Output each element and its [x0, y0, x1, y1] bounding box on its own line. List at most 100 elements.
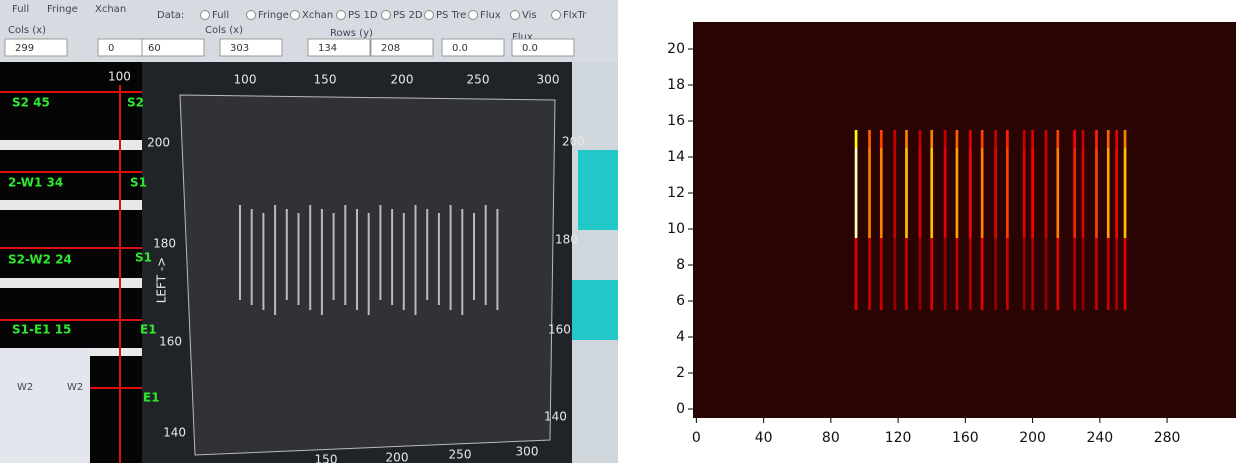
field-label: Flux — [512, 32, 533, 43]
heatmap-cell — [1044, 148, 1048, 238]
heatmap-cell — [1056, 148, 1060, 238]
heatmap-cell — [1081, 130, 1085, 148]
heatmap-cell — [893, 130, 897, 148]
radio — [381, 10, 391, 20]
heatmap-cell — [1106, 148, 1110, 238]
baseline-label: 2-W1 34 — [8, 176, 63, 190]
toolbar-option: FlxTr — [563, 10, 587, 21]
heatmap-cell — [893, 238, 897, 310]
screen-photo: Full Fringe Xchan Data: Full Fringe Xchan PS 1D… — [0, 0, 618, 463]
heatmap-cell — [1123, 238, 1127, 310]
heatmap-cell — [1123, 148, 1127, 238]
top-tick: 300 — [537, 73, 560, 87]
radio — [290, 10, 300, 20]
side-button — [572, 280, 618, 340]
top-tick: 100 — [234, 73, 257, 87]
toolbar-option: Fringe — [47, 4, 78, 15]
input-field — [370, 38, 434, 57]
heatmap-cell — [868, 148, 871, 238]
heatmap-cell — [1115, 148, 1118, 238]
input-field — [441, 38, 505, 57]
toolbar-option: PS 1D — [348, 10, 378, 21]
heatmap-cell — [1006, 148, 1009, 238]
x-tick-label: 160 — [952, 430, 979, 446]
right-tick: 140 — [544, 410, 567, 424]
y-tick-label: 16 — [667, 113, 685, 129]
heatmap-cell — [854, 148, 858, 238]
panel-lines — [0, 85, 142, 463]
panel-tick: 100 — [108, 70, 131, 84]
left-tick: 200 — [147, 136, 170, 150]
side-button — [578, 150, 618, 230]
heatmap-cell — [1123, 130, 1127, 148]
station-label: W2 — [17, 382, 33, 393]
heatmap-cell — [918, 148, 922, 238]
x-tick-label: 280 — [1154, 430, 1181, 446]
right-tick: 160 — [548, 323, 571, 337]
baseline-label: S2-W2 24 — [8, 253, 72, 267]
heatmap-cell — [918, 130, 922, 148]
heatmap-cell — [854, 130, 858, 148]
baseline-label: E1 — [143, 391, 160, 405]
baseline-label: S1 — [135, 251, 152, 265]
baseline-label: E1 — [140, 323, 157, 337]
heatmap-cell — [1031, 130, 1034, 148]
heatmap-cell — [969, 148, 972, 238]
station-panel — [0, 348, 90, 463]
input-field — [511, 38, 575, 57]
heatmap-cell — [868, 130, 871, 148]
heatmap-cell — [1095, 238, 1098, 310]
toolbar-option: PS 2D — [393, 10, 423, 21]
input-field — [307, 38, 371, 57]
baseline-label: S1 — [130, 176, 147, 190]
x-tick-label: 240 — [1086, 430, 1113, 446]
heatmap-cell — [930, 148, 934, 238]
heatmap-cell — [879, 130, 883, 148]
plot-frame — [179, 94, 556, 456]
y-tick-label: 8 — [676, 257, 685, 273]
radio — [246, 10, 256, 20]
left-tick: 160 — [159, 335, 182, 349]
y-tick-label: 18 — [667, 77, 685, 93]
heatmap-cell — [980, 130, 984, 148]
x-tick-label: 200 — [1019, 430, 1046, 446]
x-tick-label: 0 — [692, 430, 701, 446]
y-tick-label: 20 — [667, 41, 685, 57]
heatmap-cell — [1073, 148, 1076, 238]
field-value: 0.0 — [522, 43, 538, 54]
heatmap-cell — [1031, 148, 1034, 238]
toolbar-option: Full — [12, 4, 29, 15]
y-tick-label: 4 — [676, 329, 685, 345]
heatmap-cell — [905, 238, 908, 310]
field-value: 60 — [148, 43, 161, 54]
right-tick: 180 — [555, 233, 578, 247]
input-field — [219, 38, 283, 57]
heatmap-cell — [893, 148, 897, 238]
bottom-tick: 200 — [386, 451, 409, 463]
heatmap-cell — [1115, 130, 1118, 148]
x-tick-label: 80 — [822, 430, 840, 446]
heatmap-cell — [879, 148, 883, 238]
heatmap-cell — [955, 130, 959, 148]
heatmap-cell — [1115, 238, 1118, 310]
heatmap-cell — [1006, 238, 1009, 310]
heatmap-cell — [1044, 130, 1048, 148]
heatmap-cell — [1056, 130, 1060, 148]
y-tick-label: 2 — [676, 365, 685, 381]
x-tick-label: 120 — [885, 430, 912, 446]
radio — [336, 10, 346, 20]
heatmap-cell — [854, 238, 858, 310]
heatmap-cell — [1056, 238, 1060, 310]
heatmap-cell — [1081, 148, 1085, 238]
radio — [424, 10, 434, 20]
heatmap-cell — [943, 238, 947, 310]
baseline-label: S2 — [127, 96, 144, 110]
field-value: 0 — [108, 43, 114, 54]
heatmap-cell — [1031, 238, 1034, 310]
heatmap-cell — [868, 238, 871, 310]
heatmap-cell — [1044, 238, 1048, 310]
heatmap-cell — [980, 148, 984, 238]
heatmap-cell — [1022, 238, 1026, 310]
